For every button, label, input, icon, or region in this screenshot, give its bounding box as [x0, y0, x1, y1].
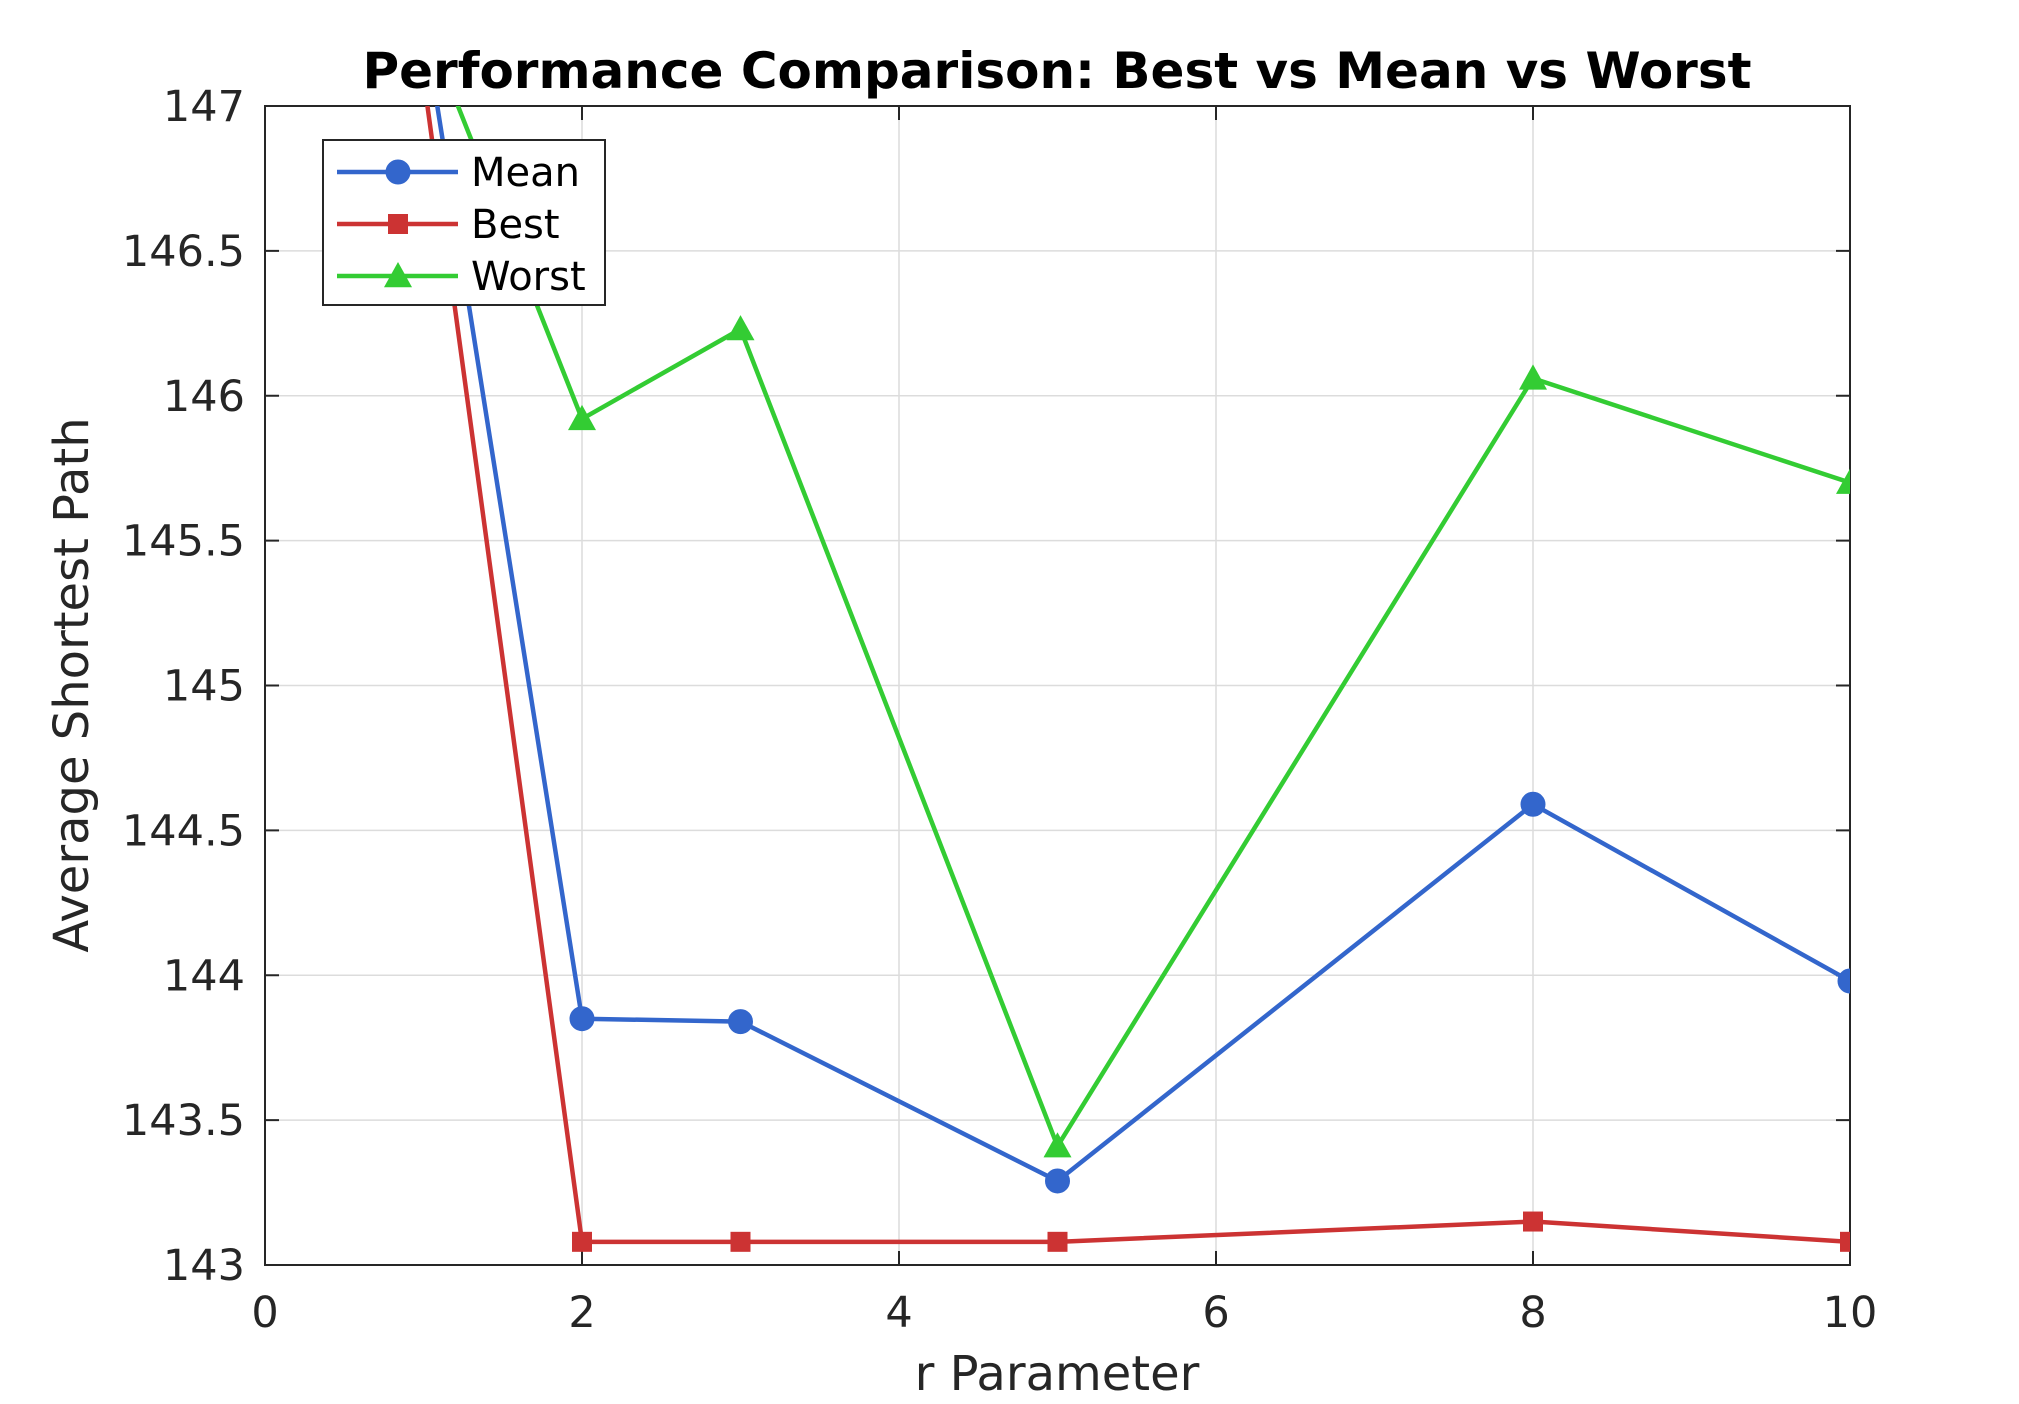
data-point-best	[572, 1231, 592, 1252]
x-axis-label: r Parameter	[915, 1346, 1200, 1402]
y-tick-label: 145	[163, 662, 245, 712]
x-tick-label: 0	[251, 1288, 278, 1338]
legend-marker-worst	[384, 262, 412, 288]
data-point-worst	[568, 404, 596, 431]
series-line-mean	[435, 106, 1850, 1184]
legend-label-worst: Worst	[471, 254, 586, 300]
legend-item-worst: Worst	[337, 254, 586, 300]
data-point-mean	[728, 1009, 753, 1035]
x-tick-label: 4	[885, 1288, 912, 1338]
data-point-best	[730, 1231, 751, 1252]
series-line-worst	[455, 106, 1850, 1149]
data-point-mean	[569, 1006, 595, 1032]
plot-frame	[264, 105, 1851, 1266]
series-line-best	[425, 106, 1850, 1245]
y-tick-label: 143	[163, 1241, 245, 1291]
y-tick-label: 143.5	[122, 1096, 245, 1146]
legend-label-best: Best	[471, 202, 560, 248]
data-point-worst	[1836, 468, 1850, 494]
chart-title: Performance Comparison: Best vs Mean vs …	[362, 42, 1751, 100]
data-point-best	[1047, 1231, 1068, 1252]
y-axis-label: Average Shortest Path	[44, 417, 100, 952]
data-point-best	[1840, 1231, 1850, 1252]
tick-labels: 0 2 4 6 8 10 143 143.5 144 144.5 145 145.5 146 146.5 1…	[122, 82, 1877, 1338]
legend-label-mean: Mean	[471, 150, 580, 196]
data-point-worst	[1519, 364, 1547, 390]
data-point-mean	[1520, 791, 1546, 817]
series-mean	[412, 7, 1850, 1194]
x-tick-label: 8	[1519, 1288, 1546, 1338]
y-tick-label: 145.5	[122, 517, 245, 567]
legend: Mean Best Worst	[322, 139, 606, 306]
x-tick-label: 6	[1202, 1288, 1229, 1338]
legend-marker-best	[388, 214, 408, 234]
data-point-mean	[1045, 1168, 1070, 1194]
data-point-worst	[410, 5, 438, 30]
y-tick-label: 144.5	[122, 806, 245, 856]
y-tick-label: 144	[163, 951, 245, 1001]
data-point-worst	[1043, 1132, 1072, 1158]
x-tick-label: 10	[1823, 1288, 1878, 1338]
legend-marker-mean	[385, 159, 411, 185]
y-tick-label: 146.5	[122, 227, 245, 277]
data-point-mean	[1837, 968, 1850, 994]
data-point-mean	[412, 7, 436, 31]
series-lines	[410, 5, 1850, 1252]
y-tick-label: 146	[163, 372, 245, 422]
x-tick-label: 2	[568, 1288, 595, 1338]
data-point-worst	[726, 315, 755, 341]
series-best	[425, 106, 1850, 1252]
legend-item-best: Best	[337, 202, 560, 248]
legend-item-mean: Mean	[337, 150, 580, 196]
series-worst	[410, 5, 1850, 1158]
data-point-best	[1523, 1211, 1543, 1232]
y-tick-label: 147	[163, 82, 245, 132]
